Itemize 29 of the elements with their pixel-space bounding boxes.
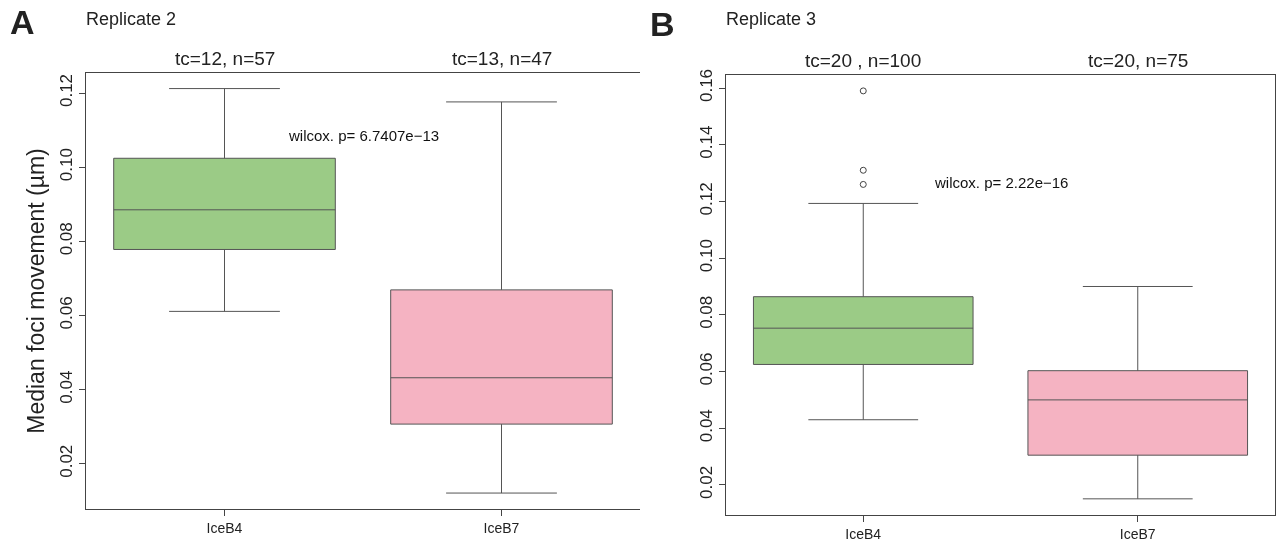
text: tc=13, n=47 bbox=[452, 48, 553, 69]
y-tick-label: 0.08 bbox=[57, 222, 77, 256]
y-tick-label: 0.10 bbox=[697, 239, 717, 273]
annotation: wilcox. p= 2.22e−16 bbox=[934, 174, 1069, 191]
y-tick-label: 0.06 bbox=[57, 296, 77, 330]
y-tick-label: 0.02 bbox=[697, 465, 717, 499]
x-tick-label: IceB7 bbox=[483, 519, 520, 536]
x-tick-label: IceB4 bbox=[845, 525, 882, 542]
y-tick-label: 0.12 bbox=[57, 73, 77, 108]
text: tc=12, n=57 bbox=[175, 48, 276, 69]
y-tick-label: 0.04 bbox=[57, 370, 77, 404]
y-tick-label: 0.08 bbox=[697, 295, 717, 329]
y-tick-label: 0.16 bbox=[697, 68, 717, 103]
y-tick-label: 0.04 bbox=[697, 409, 717, 443]
y-tick-label: 0.10 bbox=[57, 148, 77, 182]
annotation: wilcox. p= 6.7407e−13 bbox=[288, 127, 440, 144]
y-tick-label: 0.14 bbox=[697, 125, 717, 159]
y-tick-label: 0.06 bbox=[697, 352, 717, 386]
chart-title: Replicate 3 bbox=[726, 8, 817, 29]
text: tc=20 , n=100 bbox=[805, 50, 922, 71]
text: tc=20, n=75 bbox=[1088, 50, 1189, 71]
chart-title: Replicate 2 bbox=[86, 8, 177, 29]
x-tick-label: IceB4 bbox=[206, 519, 243, 536]
y-axis-title: Median foci movement (µm) bbox=[22, 148, 49, 434]
x-tick-label: IceB7 bbox=[1119, 525, 1156, 542]
text: B bbox=[650, 5, 675, 43]
y-tick-label: 0.02 bbox=[57, 444, 77, 478]
y-tick-label: 0.12 bbox=[697, 182, 717, 216]
text: A bbox=[10, 3, 35, 41]
